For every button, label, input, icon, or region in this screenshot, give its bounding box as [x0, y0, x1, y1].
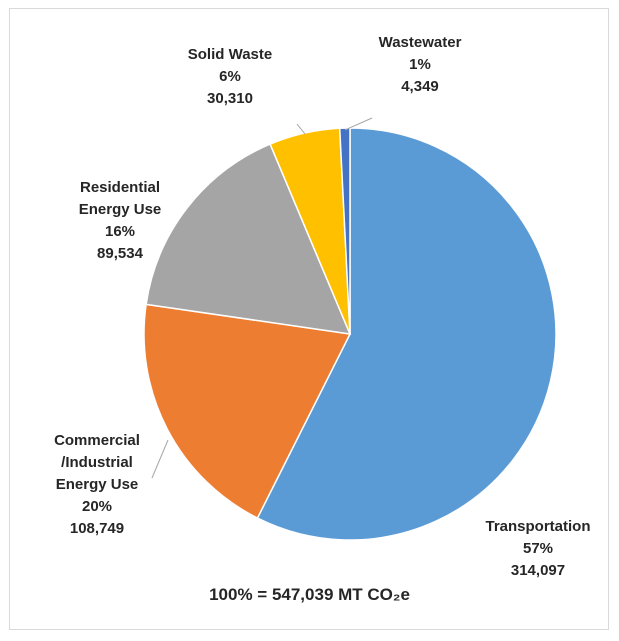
pie-slice-commercial-industrial-energy-use [143, 303, 352, 520]
label-transportation-pct: 57% [522, 540, 554, 557]
label-residential: Residential Energy Use 16% 89,534 [66, 177, 174, 265]
label-residential-pct: 16% [104, 223, 136, 240]
pie-slice-transportation [256, 127, 557, 541]
label-commercial-name-2: /Industrial [61, 454, 133, 471]
leader-line-wastewater [344, 117, 373, 131]
label-wastewater-name: Wastewater [378, 34, 462, 51]
label-solid-waste: Solid Waste 6% 30,310 [185, 44, 275, 110]
label-commercial: Commercial /Industrial Energy Use 20% 10… [38, 430, 156, 540]
label-solid-waste-pct: 6% [219, 68, 241, 85]
label-transportation-name: Transportation [485, 518, 591, 535]
label-transportation: Transportation 57% 314,097 [478, 516, 598, 582]
label-commercial-pct: 20% [81, 498, 113, 515]
label-solid-waste-value: 30,310 [207, 90, 253, 107]
label-transportation-value: 314,097 [510, 562, 566, 579]
pie-slice-residential-energy-use [145, 143, 352, 335]
leader-line-commercial [151, 439, 169, 479]
label-residential-name-2: Energy Use [78, 201, 162, 218]
label-commercial-value: 108,749 [69, 520, 125, 537]
label-commercial-name-1: Commercial [54, 432, 140, 449]
label-wastewater: Wastewater 1% 4,349 [365, 32, 475, 98]
label-wastewater-value: 4,349 [401, 78, 439, 95]
total-label: 100% = 547,039 MT CO₂e [209, 585, 410, 604]
label-residential-value: 89,534 [97, 245, 143, 262]
label-solid-waste-name: Solid Waste [187, 46, 273, 63]
label-wastewater-pct: 1% [409, 56, 431, 73]
label-commercial-name-3: Energy Use [55, 476, 139, 493]
leader-line-solid-waste [296, 123, 306, 135]
label-residential-name-1: Residential [79, 179, 161, 196]
